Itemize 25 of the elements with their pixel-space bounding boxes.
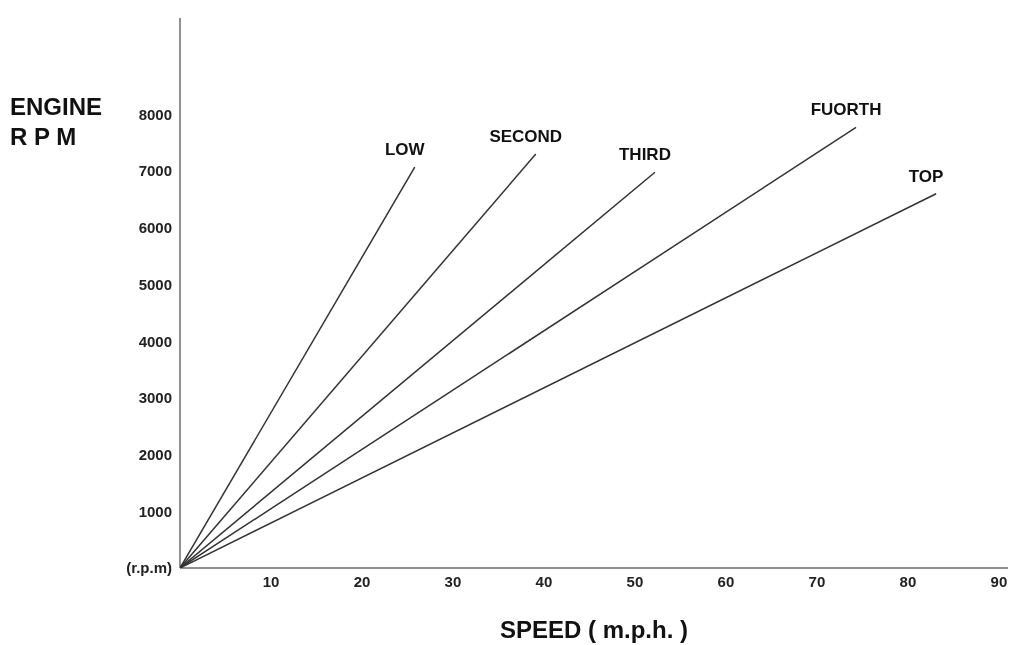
y-tick-label: 5000 bbox=[138, 275, 172, 293]
x-tick-label: 50 bbox=[626, 572, 644, 590]
x-axis-title: SPEED ( m.p.h. ) bbox=[499, 616, 689, 643]
x-tick-label: 40 bbox=[535, 572, 553, 590]
series-label: THIRD bbox=[618, 145, 671, 165]
y-tick-label: 8000 bbox=[138, 105, 172, 123]
series-label: TOP bbox=[908, 166, 944, 186]
y-tick-label: 2000 bbox=[138, 445, 172, 463]
y-tick-label: 6000 bbox=[138, 219, 172, 237]
y-tick-label: (r.p.m) bbox=[126, 559, 172, 577]
x-tick-label: 20 bbox=[353, 572, 371, 590]
x-tick-label: 80 bbox=[899, 572, 917, 590]
y-tick-label: 3000 bbox=[138, 389, 172, 407]
series-label: LOW bbox=[384, 140, 426, 160]
y-tick-label: 1000 bbox=[138, 502, 172, 520]
x-tick-label: 90 bbox=[990, 572, 1008, 590]
y-tick-label: 7000 bbox=[138, 162, 172, 180]
y-tick-label: 4000 bbox=[138, 332, 172, 350]
x-tick-label: 10 bbox=[262, 572, 280, 590]
x-tick-label: 70 bbox=[808, 572, 826, 590]
x-tick-label: 60 bbox=[717, 572, 735, 590]
series-label: SECOND bbox=[489, 127, 563, 147]
series-label: FUORTH bbox=[810, 100, 882, 120]
x-tick-label: 30 bbox=[444, 572, 462, 590]
y-axis-title: ENGINE R P M bbox=[10, 92, 103, 152]
